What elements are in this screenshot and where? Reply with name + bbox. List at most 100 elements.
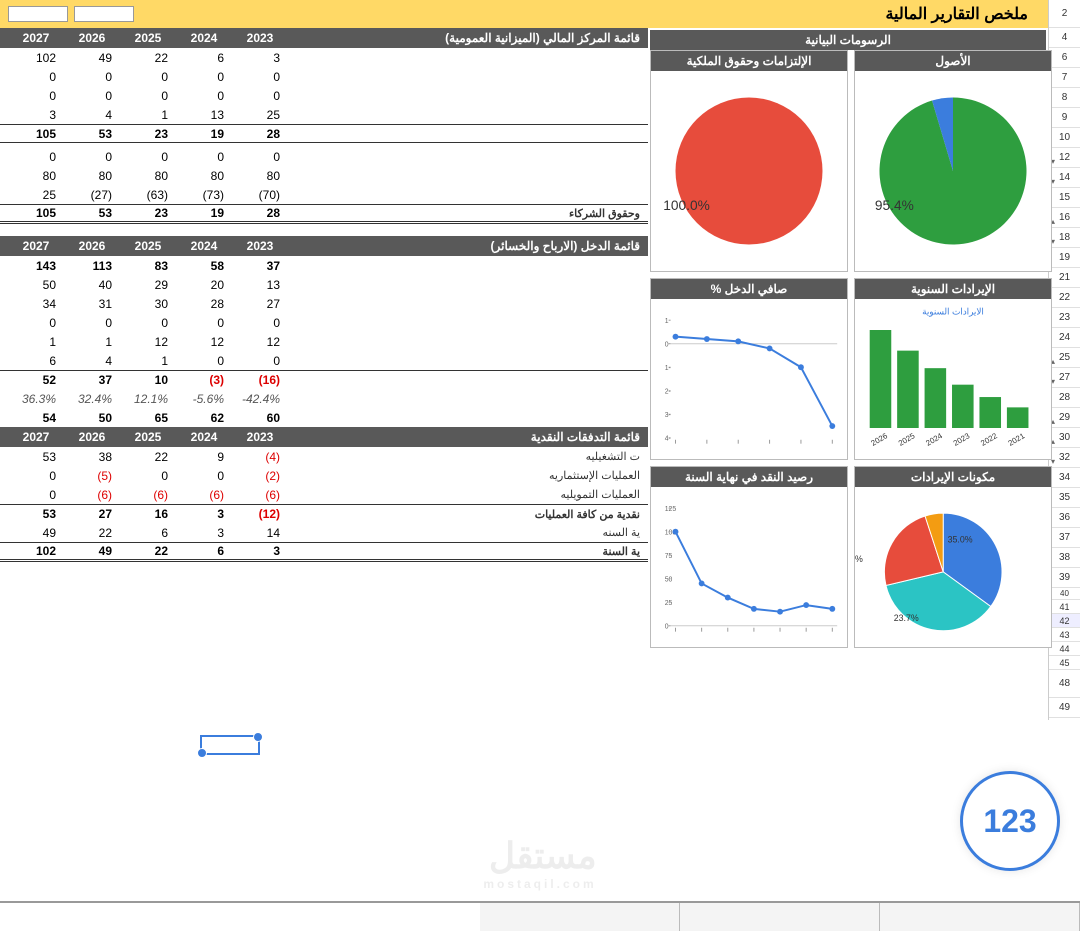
table-row: 00000: [0, 86, 648, 105]
table-row: 36.3%32.4%12.1%-5.6%-42.4%: [0, 389, 648, 408]
table-row: ية السنة102492263: [0, 542, 648, 562]
section-title: قائمة التدفقات النقدية: [288, 430, 640, 444]
table-row: 00000: [0, 67, 648, 86]
row-num[interactable]: 21: [1049, 268, 1080, 288]
row-num[interactable]: 18▾: [1049, 228, 1080, 248]
title-bar: ملخص التقارير المالية: [0, 0, 1048, 28]
badge-123[interactable]: 123: [960, 771, 1060, 871]
row-num[interactable]: 32▾: [1049, 448, 1080, 468]
svg-text:-1: -1: [665, 365, 671, 372]
page-title: ملخص التقارير المالية: [885, 4, 1048, 24]
row-num[interactable]: 7: [1049, 68, 1080, 88]
row-num[interactable]: 35: [1049, 488, 1080, 508]
svg-text:25: 25: [665, 600, 673, 607]
charts-area: الرسومات البيانية الإلتزامات وحقوق الملك…: [648, 28, 1048, 656]
table-row: 5040292013: [0, 275, 648, 294]
selected-shape[interactable]: [200, 735, 260, 755]
row-num[interactable]: 27▾: [1049, 368, 1080, 388]
table-row: 3411325: [0, 105, 648, 124]
row-num[interactable]: 30▴: [1049, 428, 1080, 448]
chart-components[interactable]: مكونات الإيرادات35.0%36.3%23.7%: [854, 466, 1052, 648]
row-num[interactable]: 40: [1049, 588, 1080, 600]
row-num[interactable]: 8: [1049, 88, 1080, 108]
chart-cashend[interactable]: رصيد النقد في نهاية السنة1251007550250: [650, 466, 848, 648]
row-num[interactable]: 34: [1049, 468, 1080, 488]
table-row: 143113835837: [0, 256, 648, 275]
row-number-gutter: 2 4 6 7 8 9 10 12▾ 14▾ 15 16▴ 18▾ 19 21 …: [1048, 0, 1080, 720]
table-row: 523710(3)(16): [0, 370, 648, 389]
sheet-tabs: [0, 901, 1080, 931]
section-title: قائمة الدخل (الارباح والخسائر): [288, 239, 640, 253]
table-row: ت التشغيليه5338229(4): [0, 447, 648, 466]
svg-text:23.7%: 23.7%: [894, 613, 919, 623]
table-row: العمليات الإستثماريه0(5)00(2): [0, 466, 648, 485]
row-num[interactable]: 28: [1049, 388, 1080, 408]
svg-text:الايرادات السنوية: الايرادات السنوية: [922, 306, 984, 317]
table-row: 102492263: [0, 48, 648, 67]
sheet-tab[interactable]: [480, 903, 680, 931]
row-num[interactable]: 4: [1049, 28, 1080, 48]
svg-text:0: 0: [665, 624, 669, 631]
table-row: وحقوق الشركاء10553231928: [0, 204, 648, 224]
title-inputs: [8, 6, 134, 22]
svg-text:50: 50: [665, 577, 673, 584]
balance-sheet-header: قائمة المركز المالي (الميزانية العمومية)…: [0, 28, 648, 48]
row-num[interactable]: 39: [1049, 568, 1080, 588]
table-row: 64100: [0, 351, 648, 370]
svg-text:100.0%: 100.0%: [663, 198, 710, 213]
input-box[interactable]: [8, 6, 68, 22]
row-num[interactable]: 25▴: [1049, 348, 1080, 368]
row-num[interactable]: 15: [1049, 188, 1080, 208]
input-box[interactable]: [74, 6, 134, 22]
row-num[interactable]: 2: [1049, 0, 1080, 28]
row-num[interactable]: 43: [1049, 628, 1080, 642]
row-num[interactable]: 19: [1049, 248, 1080, 268]
row-num[interactable]: 22: [1049, 288, 1080, 308]
row-num[interactable]: 23: [1049, 308, 1080, 328]
row-num[interactable]: 45: [1049, 656, 1080, 670]
row-num[interactable]: 24: [1049, 328, 1080, 348]
svg-text:36.3%: 36.3%: [855, 554, 863, 564]
svg-text:0: 0: [665, 342, 669, 349]
row-num[interactable]: 48: [1049, 670, 1080, 698]
svg-text:2021: 2021: [1007, 431, 1027, 448]
chart-revenue[interactable]: الإيرادات السنويةالايرادات السنوية202620…: [854, 278, 1052, 460]
sheet-tab[interactable]: [880, 903, 1080, 931]
row-num[interactable]: 42: [1049, 614, 1080, 628]
table-row: ية السنه49226314: [0, 523, 648, 542]
svg-text:1: 1: [665, 318, 669, 325]
svg-text:95.4%: 95.4%: [875, 198, 914, 213]
row-num[interactable]: 49: [1049, 698, 1080, 718]
row-num[interactable]: 36: [1049, 508, 1080, 528]
row-num[interactable]: 9: [1049, 108, 1080, 128]
table-row: 25(27)(63)(73)(70): [0, 185, 648, 204]
row-num[interactable]: 38: [1049, 548, 1080, 568]
row-num[interactable]: 10: [1049, 128, 1080, 148]
charts-header: الرسومات البيانية: [650, 30, 1046, 50]
cashflow-header: قائمة التدفقات النقدية 20272026202520242…: [0, 427, 648, 447]
svg-text:2024: 2024: [924, 431, 944, 448]
table-row: 5450656260: [0, 408, 648, 427]
chart-netincome[interactable]: صافي الدخل %10-1-2-3-4: [650, 278, 848, 460]
row-num[interactable]: 29▴: [1049, 408, 1080, 428]
row-num[interactable]: 12▾: [1049, 148, 1080, 168]
tables-area: قائمة المركز المالي (الميزانية العمومية)…: [0, 28, 648, 656]
svg-text:2026: 2026: [869, 431, 889, 448]
row-num[interactable]: 44: [1049, 642, 1080, 656]
row-num[interactable]: 37: [1049, 528, 1080, 548]
sheet-tab[interactable]: [680, 903, 880, 931]
table-row: 3431302827: [0, 294, 648, 313]
chart-liab[interactable]: الإلتزامات وحقوق الملكية100.0%: [650, 50, 848, 272]
table-row: العمليات التمويليه0(6)(6)(6)(6): [0, 485, 648, 504]
chart-assets[interactable]: الأصول95.4%: [854, 50, 1052, 272]
svg-text:2025: 2025: [897, 431, 917, 448]
row-num[interactable]: 41: [1049, 600, 1080, 614]
row-num[interactable]: 14▾: [1049, 168, 1080, 188]
svg-text:75: 75: [665, 553, 673, 560]
row-num[interactable]: 16▴: [1049, 208, 1080, 228]
row-num[interactable]: 6: [1049, 48, 1080, 68]
svg-text:-3: -3: [665, 412, 671, 419]
svg-text:35.0%: 35.0%: [948, 535, 973, 545]
svg-text:-2: -2: [665, 389, 671, 396]
table-row: 11121212: [0, 332, 648, 351]
